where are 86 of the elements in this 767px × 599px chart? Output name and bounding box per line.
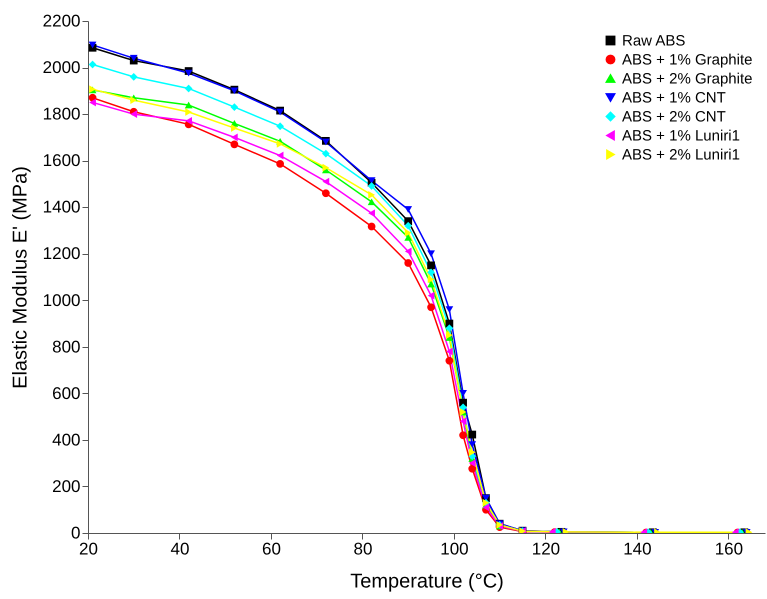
point [404,259,412,267]
point [468,459,476,468]
legend-label: ABS + 2% Graphite [622,70,752,88]
point [322,164,330,172]
point [404,234,412,241]
y-tick-label: 0 [71,524,80,542]
point [404,206,412,213]
point [276,152,284,160]
point [404,222,412,230]
point [404,228,412,237]
legend-label: ABS + 2% Luniri1 [622,146,740,164]
point [368,209,375,218]
x-tick-label: 120 [532,540,560,558]
legend-label: Raw ABS [622,32,686,50]
x-tick-label: 60 [262,540,281,558]
legend-label: ABS + 2% CNT [622,108,726,126]
y-tick-label: 800 [52,337,80,356]
point [368,190,375,199]
point [468,464,476,473]
x-tick-label: 160 [714,540,744,558]
point [368,182,376,190]
point [322,150,330,158]
point [230,103,238,111]
y-tick-label: 200 [52,476,80,496]
point [276,160,284,168]
y-tick-label: 1800 [42,104,80,124]
point [130,96,138,104]
point [276,122,284,130]
point [459,431,467,440]
point [428,292,434,300]
y-tick-label: 1400 [42,198,80,217]
x-axis-title: Temperature (°C) [350,570,504,592]
point [459,390,467,397]
point [459,403,467,412]
point [446,331,453,340]
point [468,441,476,448]
point [88,42,96,48]
legend-label: ABS + 1% Graphite [622,52,752,68]
point [231,133,238,142]
y-tick-label: 600 [52,384,80,403]
point [322,189,330,198]
x-tick-label: 20 [79,540,98,558]
point [231,124,238,132]
x-tick-label: 140 [623,540,652,558]
point [130,110,138,118]
point [276,140,284,148]
point [468,448,476,456]
point [428,275,434,284]
point [482,504,490,512]
y-tick-label: 1000 [42,290,80,310]
point [427,250,435,258]
point [230,140,238,148]
point [427,268,435,276]
y-axis-title: Elastic Modulus E' (MPa) [10,166,32,389]
y-tick-label: 2200 [42,12,80,30]
legend-label: ABS + 1% CNT [622,90,726,106]
point [427,280,435,288]
point [322,178,330,186]
x-tick-label: 80 [354,540,372,558]
point [130,72,138,81]
point [446,306,454,313]
point [185,108,192,116]
point [460,417,466,426]
point [368,198,376,206]
point [88,60,96,68]
point [130,54,138,62]
point [446,324,454,332]
point [427,261,435,270]
point [446,348,453,356]
x-tick-label: 100 [440,540,469,558]
point [404,248,412,256]
y-tick-label: 2000 [42,58,80,78]
point [368,222,376,230]
point [184,70,193,76]
point [468,430,476,438]
legend-label: ABS + 1% Luniri1 [622,128,740,144]
y-tick-label: 1600 [42,151,80,170]
point [184,102,193,108]
point [185,116,192,125]
point [427,303,435,312]
point [446,356,454,365]
y-tick-label: 1200 [42,244,80,264]
point [89,98,96,106]
point [184,84,193,92]
y-tick-label: 400 [52,430,80,450]
x-tick-label: 40 [170,540,190,558]
